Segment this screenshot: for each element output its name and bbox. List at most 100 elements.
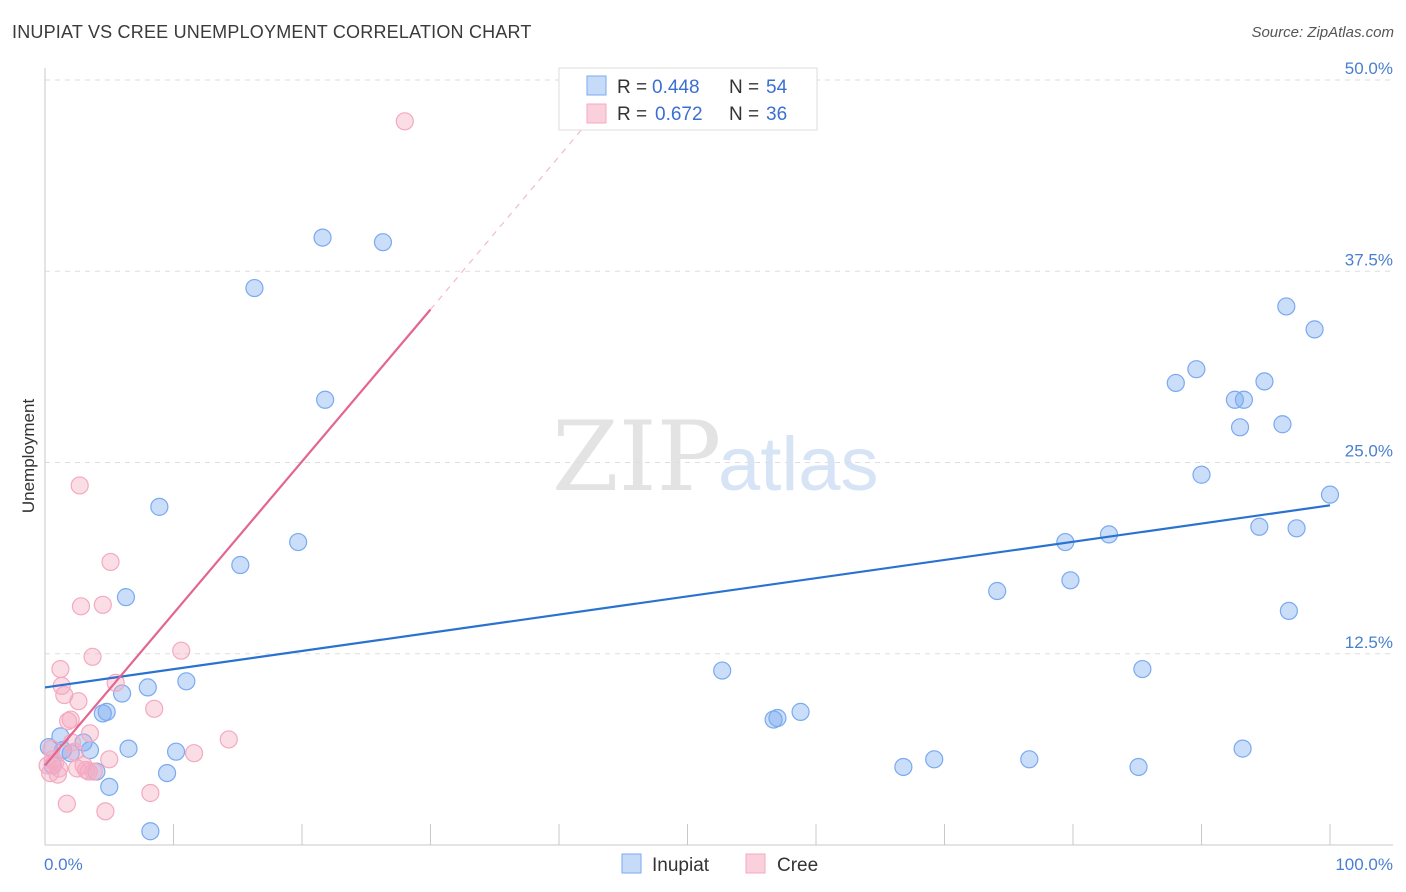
legend-swatch-cree: [586, 103, 607, 124]
legend-n-value-inupiat: 54: [766, 77, 788, 98]
point-inupiat: [988, 581, 1007, 601]
point-cree: [79, 762, 98, 781]
point-cree: [57, 794, 76, 813]
gridlines: [45, 79, 1393, 655]
point-inupiat: [245, 278, 264, 298]
point-cree: [62, 733, 82, 752]
point-inupiat: [112, 684, 132, 703]
point-inupiat: [116, 588, 136, 607]
point-inupiat: [231, 555, 250, 575]
point-cree: [145, 699, 164, 718]
point-inupiat: [1250, 517, 1269, 536]
legend-n-label-inupiat: N =: [729, 77, 759, 98]
point-inupiat: [713, 661, 732, 680]
point-inupiat: [177, 672, 196, 691]
point-cree: [395, 112, 414, 131]
y-tick-label: 50.0%: [1345, 59, 1393, 78]
point-inupiat: [1255, 372, 1274, 391]
point-inupiat: [1233, 739, 1252, 758]
point-inupiat: [791, 702, 810, 721]
axes: [44, 68, 1393, 846]
point-cree: [70, 476, 89, 495]
point-inupiat: [166, 742, 186, 761]
point-cree: [48, 765, 67, 784]
point-inupiat: [80, 741, 100, 760]
legend-n-label-cree: N =: [729, 104, 759, 125]
point-inupiat: [1020, 750, 1039, 769]
chart-source: Source: ZipAtlas.com: [1251, 24, 1394, 41]
point-inupiat: [1133, 659, 1152, 679]
trend-line-inupiat: [44, 504, 1331, 689]
legend-r-label-inupiat: R =: [617, 77, 647, 98]
point-inupiat: [97, 702, 116, 721]
point-cree: [100, 750, 119, 769]
point-cree: [42, 739, 61, 758]
point-inupiat: [894, 757, 913, 777]
point-cree: [61, 710, 80, 729]
point-inupiat: [373, 233, 393, 252]
point-inupiat: [1320, 485, 1340, 504]
point-inupiat: [1061, 571, 1080, 590]
point-inupiat: [1287, 519, 1306, 538]
chart-title: INUPIAT VS CREE UNEMPLOYMENT CORRELATION…: [12, 22, 532, 42]
trend-line-cree: [44, 308, 432, 767]
bottom-legend-swatch-cree: [745, 853, 766, 874]
legend-swatch-inupiat: [586, 75, 607, 96]
legend-r-value-cree: 0.672: [655, 104, 703, 125]
y-tick-label: 12.5%: [1345, 633, 1393, 652]
point-cree: [84, 762, 103, 781]
x-tick-label-max: 100.0%: [1335, 855, 1393, 874]
point-cree: [184, 744, 204, 763]
point-inupiat: [1305, 320, 1324, 339]
point-cree: [101, 552, 120, 572]
point-cree: [141, 783, 160, 803]
point-inupiat: [1230, 418, 1250, 437]
bottom-legend-label-inupiat: Inupiat: [652, 855, 710, 876]
point-inupiat: [1279, 601, 1298, 621]
point-inupiat: [100, 777, 119, 796]
y-axis-label: Unemployment: [19, 399, 38, 514]
bottom-legend-label-cree: Cree: [777, 855, 818, 876]
trend-lines: [44, 117, 1331, 767]
point-inupiat: [316, 390, 335, 409]
point-cree: [83, 647, 102, 666]
trend-extension-cree: [430, 117, 592, 310]
point-cree: [219, 730, 238, 749]
point-inupiat: [119, 739, 138, 758]
point-inupiat: [1273, 415, 1292, 434]
y-tick-label: 25.0%: [1345, 442, 1393, 461]
point-inupiat: [1099, 525, 1119, 544]
point-cree: [71, 597, 91, 616]
point-inupiat: [1192, 465, 1211, 484]
bottom-legend-swatch-inupiat: [621, 853, 642, 874]
point-inupiat: [141, 822, 160, 841]
legend-r-value-inupiat: 0.448: [652, 77, 700, 98]
point-inupiat: [768, 708, 787, 728]
bottom-legend: Inupiat Cree: [621, 853, 818, 876]
point-inupiat: [1166, 373, 1185, 393]
point-cree: [96, 802, 115, 821]
watermark-atlas: atlas: [718, 422, 879, 507]
point-cree: [93, 595, 112, 614]
point-inupiat: [925, 750, 944, 769]
top-legend: R = 0.448 N = 54 R = 0.672 N = 36: [558, 67, 818, 131]
point-inupiat: [138, 678, 157, 697]
point-inupiat: [1129, 757, 1148, 777]
point-cree: [51, 659, 70, 679]
x-tick-label-min: 0.0%: [44, 855, 83, 874]
point-cree: [41, 763, 60, 783]
point-inupiat: [1187, 360, 1206, 379]
point-cree: [80, 724, 100, 743]
watermark-zip: ZIP: [552, 401, 721, 513]
point-cree: [172, 641, 191, 660]
point-inupiat: [150, 497, 169, 516]
point-inupiat: [157, 763, 177, 783]
y-tick-labels: 12.5% 25.0% 37.5% 50.0%: [1345, 59, 1393, 652]
point-inupiat: [1234, 390, 1254, 409]
point-inupiat: [313, 228, 332, 247]
point-inupiat: [1277, 297, 1296, 316]
y-tick-label: 37.5%: [1345, 250, 1393, 269]
point-inupiat: [289, 532, 308, 552]
point-cree: [50, 759, 69, 778]
